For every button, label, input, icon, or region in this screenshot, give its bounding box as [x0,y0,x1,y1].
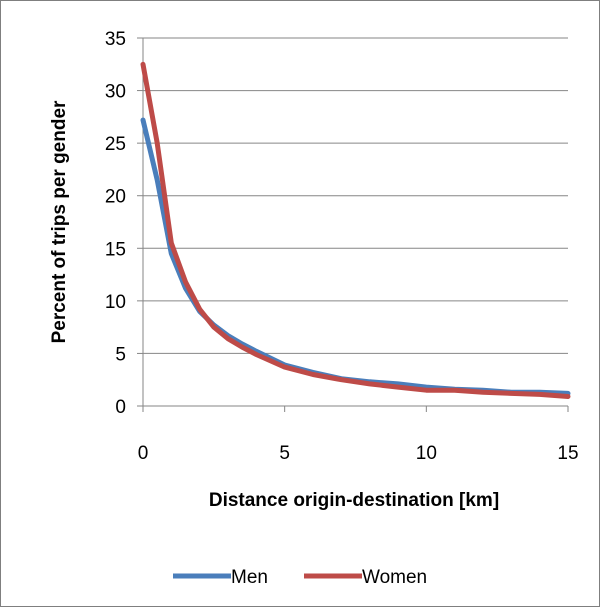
y-tick-label-0: 0 [115,397,126,418]
series-lines [140,61,571,399]
y-tick-label-5: 5 [115,344,126,365]
y-tick-label-20: 20 [105,187,126,208]
y-tick-label-25: 25 [105,134,126,155]
legend-label-women: Women [362,567,427,588]
y-tick-label-15: 15 [105,239,126,260]
x-tick-labels: 0 5 10 15 [138,443,579,464]
y-tick-label-30: 30 [105,82,126,103]
legend-label-men: Men [231,567,268,588]
legend: Men Women [173,567,427,588]
x-tick-label-0: 0 [138,443,149,464]
y-tick-label-10: 10 [105,292,126,313]
x-axis-label: Distance origin-destination [km] [209,490,499,511]
y-tick-label-35: 35 [105,29,126,50]
series-line-women [140,61,571,399]
x-tick-label-15: 15 [557,443,578,464]
y-tick-labels: 0 5 10 15 20 25 30 35 [105,29,126,418]
gridlines [143,37,568,354]
x-tick-label-5: 5 [279,443,290,464]
series-line-men [140,117,571,396]
axes [137,37,569,412]
x-tick-label-10: 10 [416,443,437,464]
y-axis-label: Percent of trips per gender [49,100,70,343]
